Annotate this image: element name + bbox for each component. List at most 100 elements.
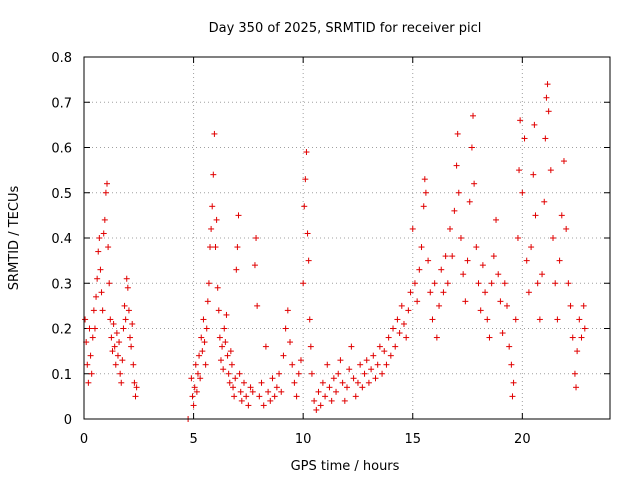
data-point (544, 81, 551, 88)
data-point (407, 289, 414, 296)
data-point (563, 225, 570, 232)
data-point (269, 375, 276, 382)
data-point (536, 316, 543, 323)
data-point (530, 171, 537, 178)
data-point (438, 266, 445, 273)
data-point (431, 280, 438, 287)
data-point (129, 320, 136, 327)
data-point (451, 207, 458, 214)
data-point (361, 370, 368, 377)
data-point (197, 375, 204, 382)
data-point (420, 203, 427, 210)
data-point (359, 384, 366, 391)
data-point (300, 280, 307, 287)
data-point (226, 379, 233, 386)
data-point (222, 339, 229, 346)
data-point (525, 289, 532, 296)
data-point (409, 225, 416, 232)
data-point (322, 393, 329, 400)
data-point (403, 334, 410, 341)
data-point (319, 379, 326, 386)
data-point (416, 266, 423, 273)
data-point (207, 244, 214, 251)
data-point (558, 212, 565, 219)
data-point (256, 393, 263, 400)
data-point (479, 262, 486, 269)
data-point (295, 370, 302, 377)
data-point (512, 316, 519, 323)
data-point (477, 307, 484, 314)
data-point (372, 375, 379, 382)
data-point (104, 180, 111, 187)
data-point (216, 334, 223, 341)
data-point (543, 94, 550, 101)
data-point (344, 384, 350, 391)
data-point (387, 352, 394, 359)
data-point (447, 225, 454, 232)
chart-title: Day 350 of 2025, SRMTID for receiver pic… (209, 21, 482, 36)
data-point (497, 298, 504, 305)
data-point (111, 343, 118, 350)
data-point (253, 235, 260, 241)
data-point (201, 339, 208, 346)
data-point (427, 289, 434, 296)
data-point (89, 334, 96, 341)
data-point (531, 121, 538, 128)
data-point (117, 370, 124, 377)
data-point (118, 379, 125, 386)
data-point (470, 112, 477, 119)
data-point (455, 189, 462, 196)
data-point (429, 316, 436, 323)
data-point (499, 330, 506, 337)
data-point (110, 320, 117, 327)
data-point (131, 379, 138, 386)
data-point (528, 244, 535, 251)
data-points (82, 81, 588, 422)
data-point (214, 284, 221, 291)
data-point (243, 393, 250, 400)
data-point (335, 370, 342, 377)
data-point (550, 235, 557, 241)
data-point (125, 307, 132, 314)
data-point (516, 167, 523, 174)
data-point (453, 162, 460, 169)
data-point (301, 203, 308, 210)
data-point (462, 298, 469, 305)
data-point (311, 397, 318, 404)
data-point (454, 130, 461, 137)
data-point (238, 397, 245, 404)
data-point (297, 357, 304, 364)
data-point (219, 343, 226, 350)
data-point (381, 348, 388, 355)
ticks-layer: 0 0.1 0.2 0.3 0.4 0.5 0.6 0.7 0.8 0 5 10 15 20 (51, 51, 610, 447)
data-point (128, 343, 135, 350)
data-point (324, 361, 331, 368)
data-point (113, 330, 120, 337)
data-point (130, 361, 137, 368)
data-point (122, 316, 129, 323)
data-point (223, 311, 230, 318)
data-point (306, 316, 313, 323)
data-point (102, 189, 109, 196)
data-point (330, 375, 337, 382)
data-point (541, 198, 548, 205)
data-point (567, 302, 574, 309)
data-point (317, 402, 324, 409)
data-point (440, 289, 447, 296)
data-point (133, 384, 140, 391)
data-point (189, 393, 196, 400)
data-point (471, 180, 478, 187)
data-point (303, 149, 310, 156)
data-point (337, 357, 344, 364)
data-point (514, 235, 521, 241)
data-point (204, 298, 211, 305)
data-point (383, 361, 390, 368)
data-point (385, 334, 392, 341)
data-point (254, 302, 261, 309)
data-point (315, 388, 322, 395)
data-point (209, 203, 216, 210)
data-point (90, 307, 97, 314)
data-point (571, 370, 578, 377)
data-point (357, 361, 364, 368)
data-point (213, 216, 220, 223)
